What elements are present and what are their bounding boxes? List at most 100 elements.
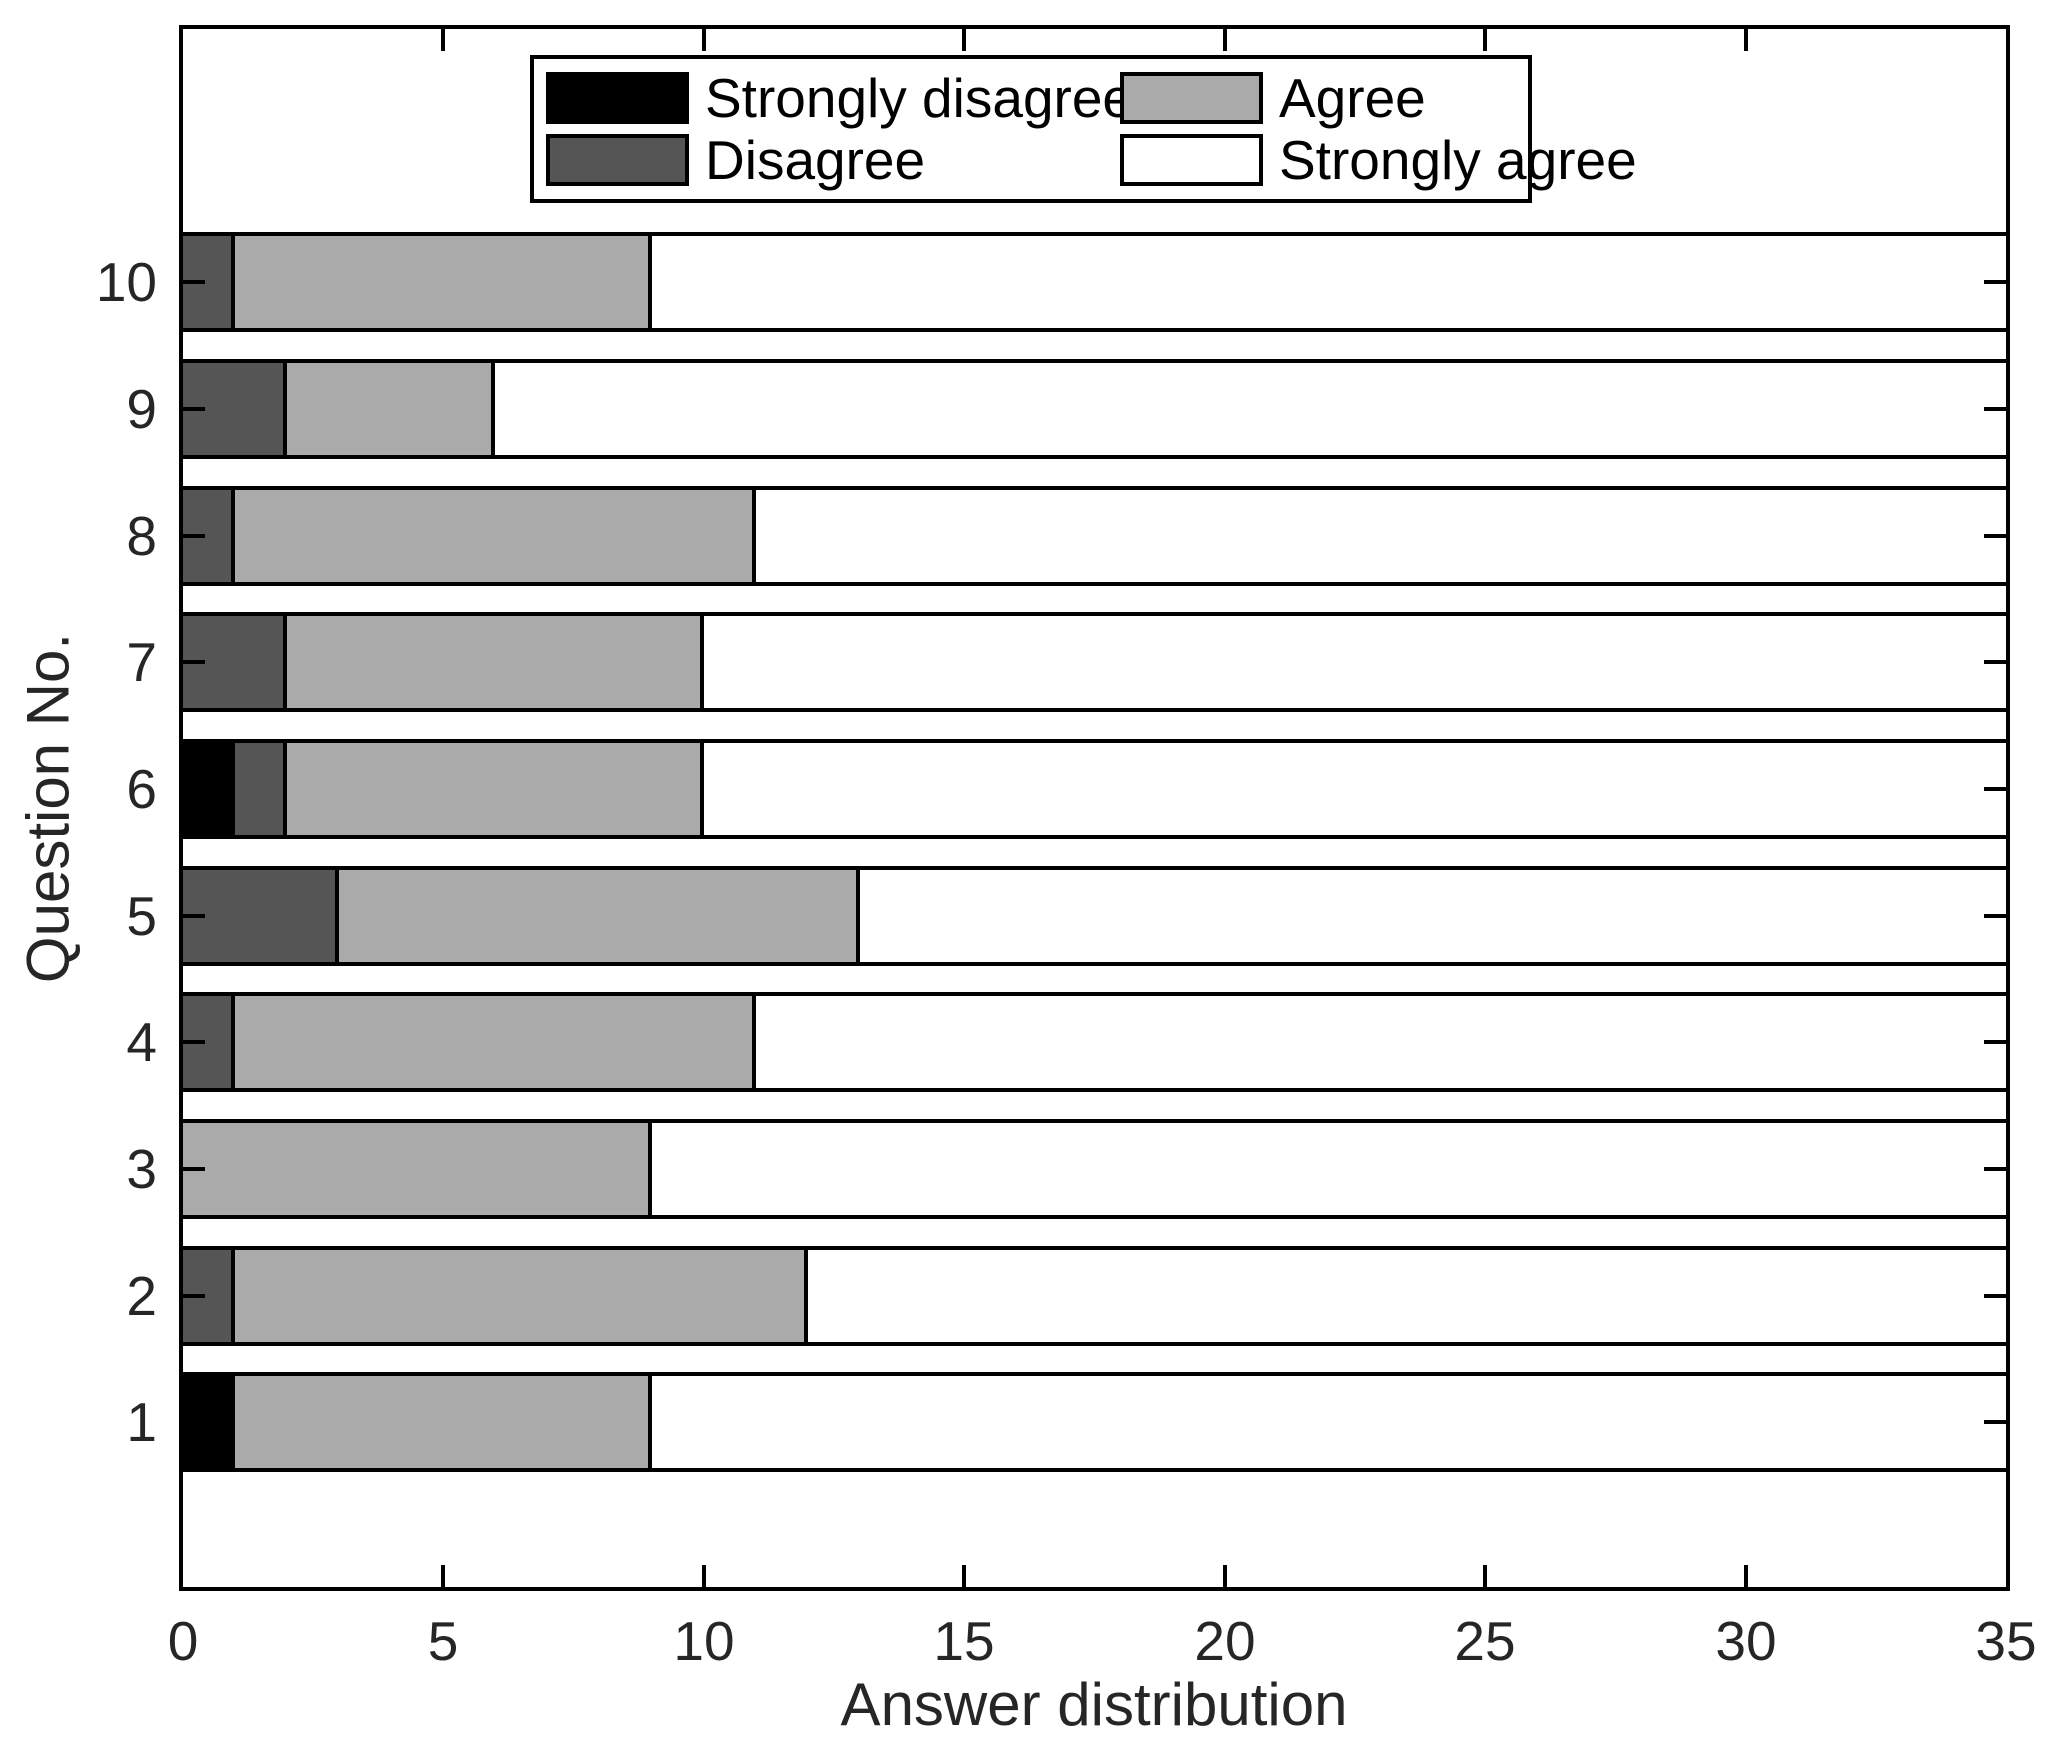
legend-entry-disagree: Disagree [546, 130, 1120, 191]
y-tick-mark [183, 407, 205, 411]
x-tick-mark [962, 1565, 966, 1587]
bar-segment-strongly-disagree [183, 743, 236, 835]
y-tick-mark [183, 534, 205, 538]
bar-segment-strongly-agree [651, 1123, 2006, 1215]
x-tick-label: 20 [1194, 1610, 1256, 1672]
agree-swatch-icon [1120, 72, 1263, 124]
bar-segment-disagree [183, 490, 236, 582]
bar-row-q9 [183, 359, 2006, 459]
x-tick-mark [702, 29, 706, 51]
bar-segment-agree [235, 996, 756, 1088]
y-tick-mark [1984, 280, 2006, 284]
x-tick-label: 0 [167, 1610, 199, 1672]
y-tick-mark [1984, 914, 2006, 918]
legend-label: Strongly agree [1279, 128, 1637, 191]
y-tick-label: 9 [126, 378, 157, 440]
y-tick-label: 2 [126, 1265, 157, 1327]
bar-segment-strongly-agree [755, 996, 2006, 1088]
bar-segment-agree [235, 236, 652, 328]
bar-segment-agree [339, 870, 861, 962]
y-tick-mark [183, 787, 205, 791]
y-tick-label: 7 [126, 631, 157, 693]
y-tick-label: 10 [95, 251, 157, 313]
x-tick-label: 25 [1454, 1610, 1516, 1672]
y-tick-label: 8 [126, 505, 157, 567]
x-tick-mark [1744, 1565, 1748, 1587]
bar-segment-agree [287, 363, 496, 455]
y-tick-mark [1984, 534, 2006, 538]
y-tick-label: 6 [126, 758, 157, 820]
x-tick-mark [702, 1565, 706, 1587]
y-tick-label: 5 [126, 885, 157, 947]
x-tick-label: 5 [427, 1610, 459, 1672]
x-tick-label: 30 [1715, 1610, 1777, 1672]
bar-row-q8 [183, 486, 2006, 586]
legend-label: Agree [1279, 66, 1426, 129]
x-tick-mark [962, 29, 966, 51]
bar-segment-disagree [235, 743, 288, 835]
bar-segment-strongly-agree [860, 870, 2006, 962]
y-tick-mark [183, 1040, 205, 1044]
bar-row-q6 [183, 739, 2006, 839]
y-tick-mark [1984, 1420, 2006, 1424]
strongly-agree-swatch-icon [1120, 134, 1263, 186]
bar-segment-strongly-agree [495, 363, 2006, 455]
y-tick-mark [1984, 407, 2006, 411]
y-tick-mark [183, 1167, 205, 1171]
legend-entry-strongly-agree: Strongly agree [1120, 130, 1637, 191]
x-tick-mark [441, 29, 445, 51]
y-tick-mark [1984, 1040, 2006, 1044]
bar-segment-strongly-agree [651, 1376, 2006, 1468]
x-tick-label: 10 [673, 1610, 735, 1672]
bar-row-q7 [183, 612, 2006, 712]
y-tick-label: 1 [126, 1391, 157, 1453]
y-tick-mark [183, 1294, 205, 1298]
bar-segment-agree [287, 616, 704, 708]
bar-segment-agree [235, 1376, 652, 1468]
x-tick-mark [1223, 1565, 1227, 1587]
y-tick-mark [183, 280, 205, 284]
bar-segment-agree [235, 490, 756, 582]
y-tick-mark [1984, 1294, 2006, 1298]
x-axis-label: Answer distribution [840, 1671, 1348, 1738]
y-tick-mark [1984, 660, 2006, 664]
bar-row-q1 [183, 1372, 2006, 1472]
plot-area [179, 25, 2010, 1591]
bar-segment-agree [183, 1123, 652, 1215]
legend-label: Disagree [705, 128, 926, 191]
bar-segment-strongly-agree [808, 1250, 2006, 1342]
y-tick-mark [1984, 1167, 2006, 1171]
x-tick-label: 35 [1975, 1610, 2037, 1672]
x-tick-mark [1223, 29, 1227, 51]
x-tick-label: 15 [933, 1610, 995, 1672]
strongly-disagree-swatch-icon [546, 72, 689, 124]
y-tick-label: 4 [126, 1011, 157, 1073]
bar-segment-agree [287, 743, 704, 835]
x-tick-mark [1483, 1565, 1487, 1587]
y-tick-mark [183, 1420, 205, 1424]
bar-segment-strongly-agree [755, 490, 2006, 582]
x-tick-mark [1483, 29, 1487, 51]
bar-row-q10 [183, 232, 2006, 332]
bar-row-q2 [183, 1246, 2006, 1346]
bar-row-q4 [183, 992, 2006, 1092]
x-tick-mark [1744, 29, 1748, 51]
bar-segment-strongly-agree [651, 236, 2006, 328]
legend: Strongly disagree Disagree Agree Strongl… [530, 55, 1637, 203]
bar-segment-strongly-agree [703, 743, 2006, 835]
y-tick-label: 3 [126, 1138, 157, 1200]
bar-row-q5 [183, 866, 2006, 966]
y-tick-mark [183, 660, 205, 664]
bar-row-q3 [183, 1119, 2006, 1219]
x-tick-mark [441, 1565, 445, 1587]
disagree-swatch-icon [546, 134, 689, 186]
legend-entry-strongly-disagree: Strongly disagree [546, 68, 1133, 129]
legend-entry-agree: Agree [1120, 68, 1637, 129]
legend-label: Strongly disagree [705, 66, 1134, 129]
bar-segment-strongly-agree [703, 616, 2006, 708]
y-tick-mark [183, 914, 205, 918]
bar-segment-disagree [183, 870, 340, 962]
bar-segment-agree [235, 1250, 809, 1342]
y-tick-mark [1984, 787, 2006, 791]
